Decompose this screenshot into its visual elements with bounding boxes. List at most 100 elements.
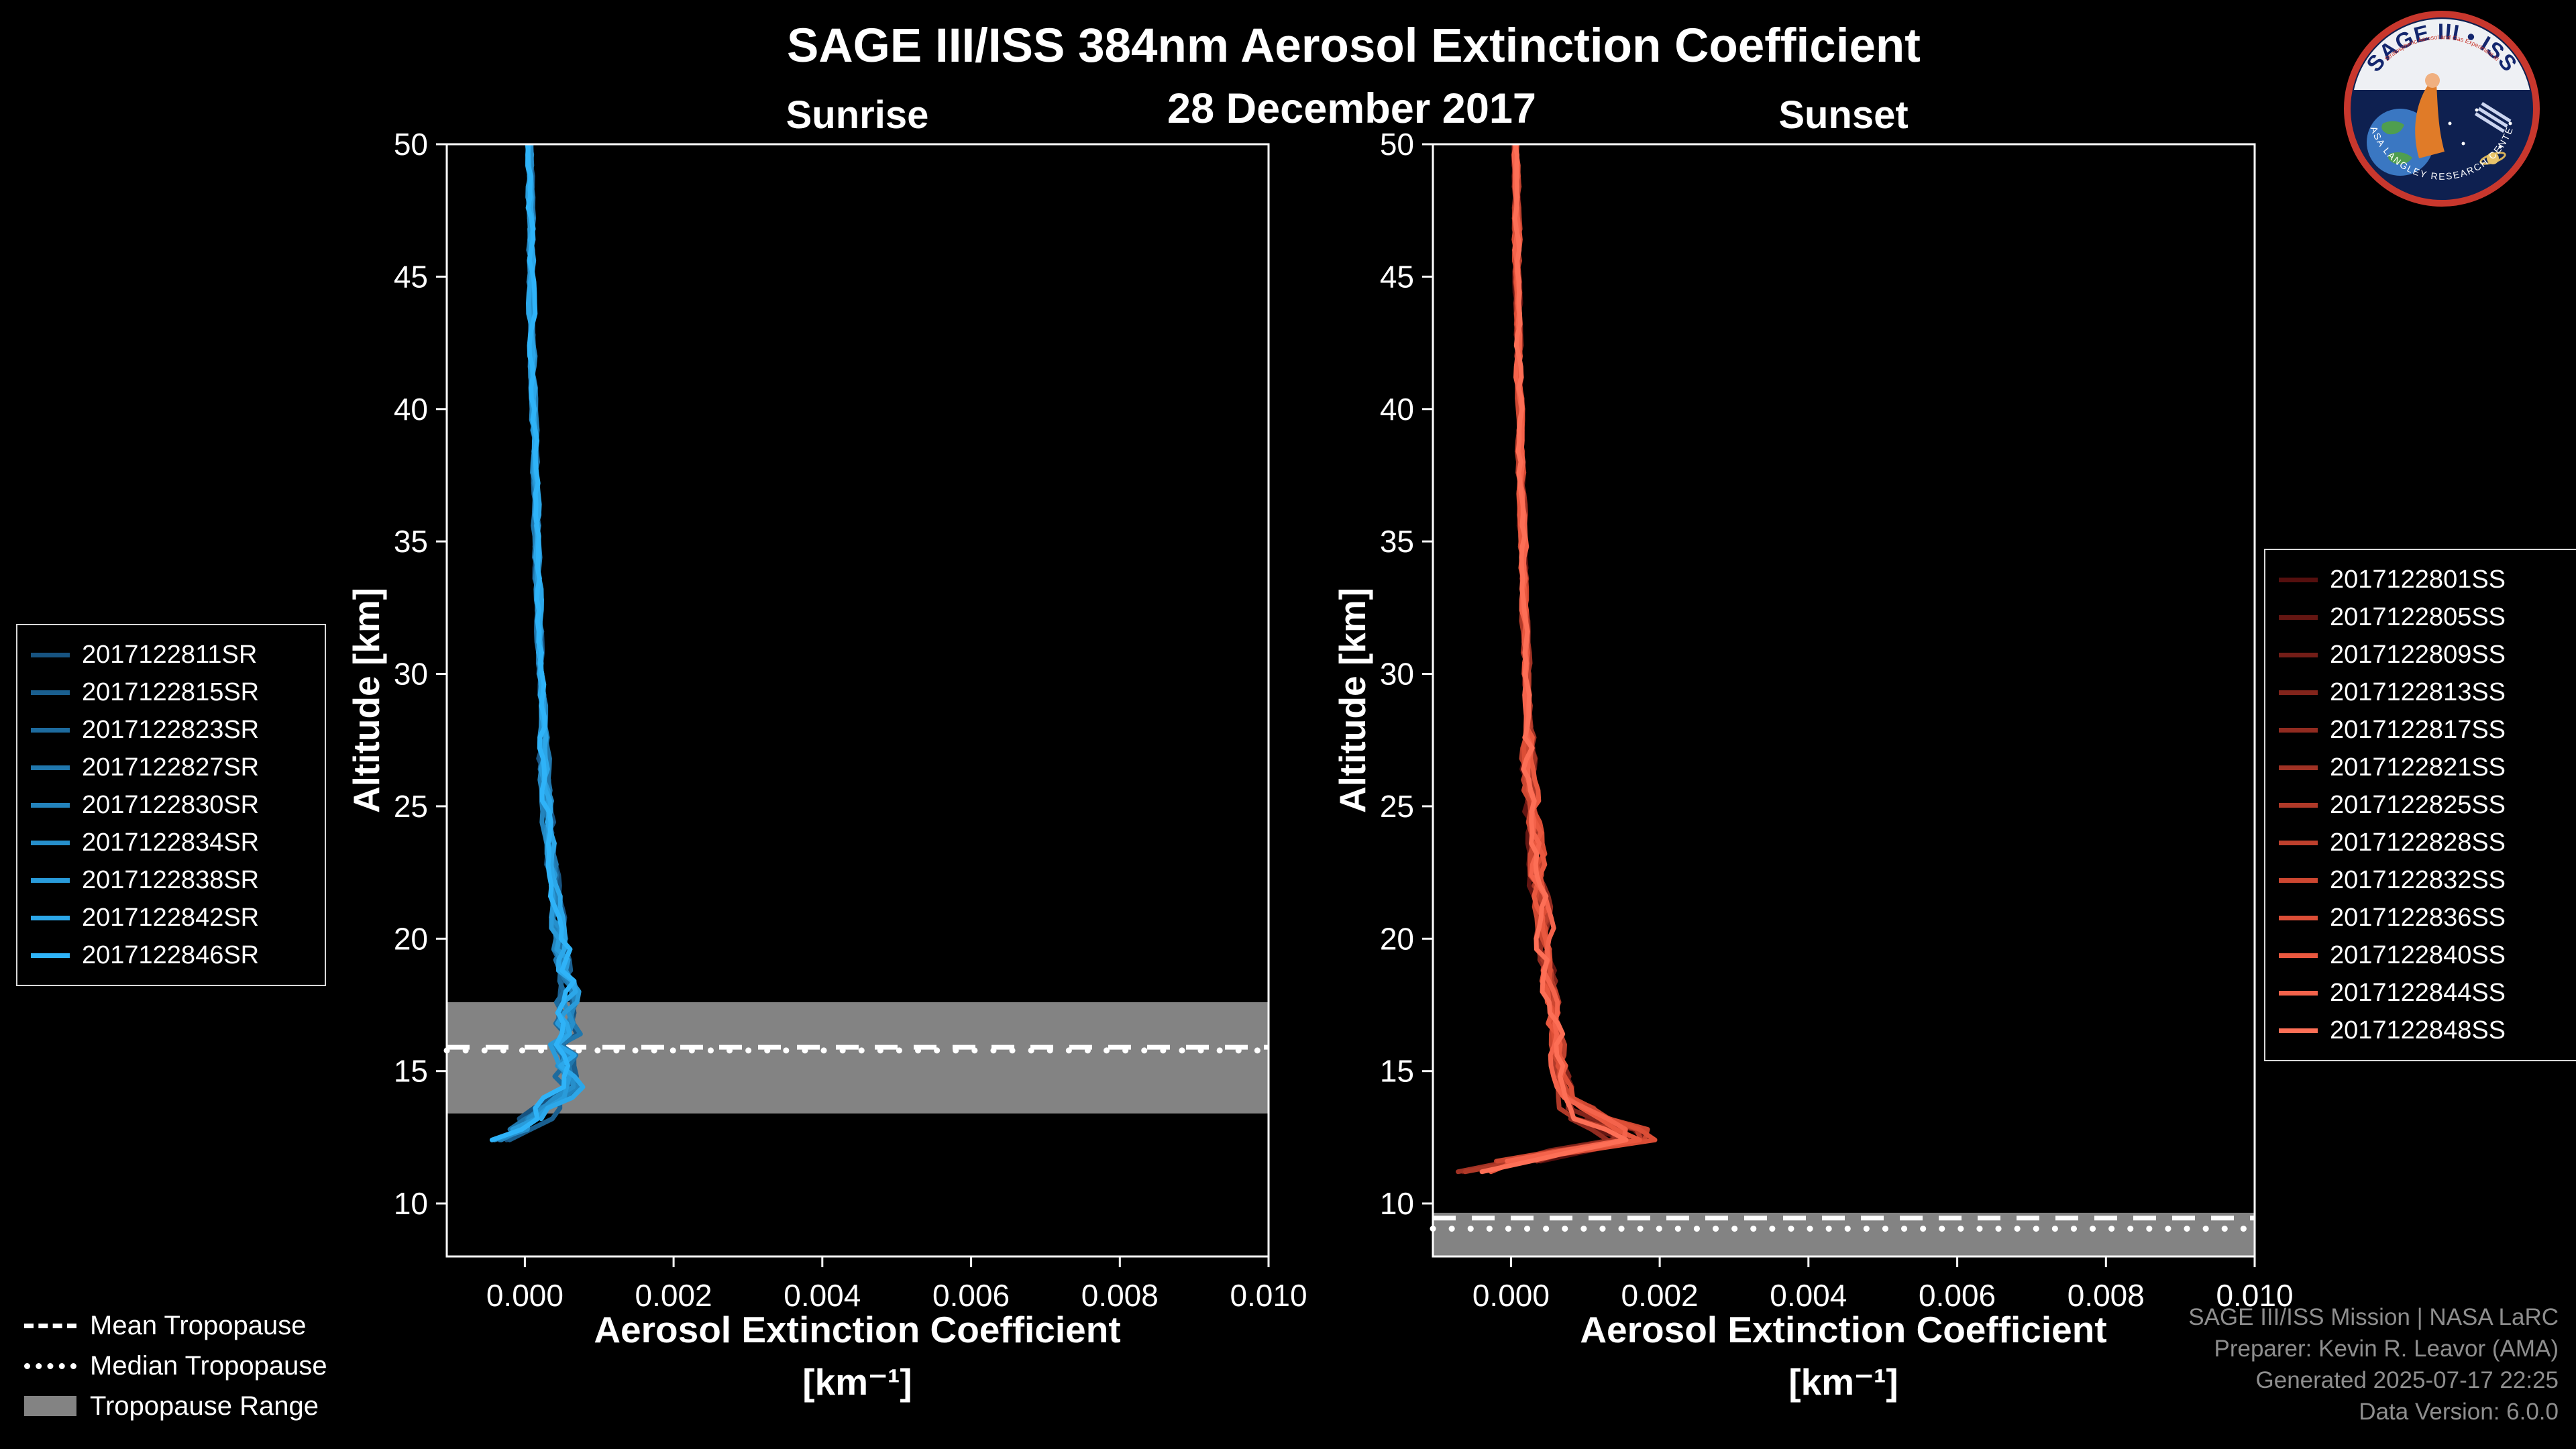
sunrise-x-axis-units: [km⁻¹] bbox=[802, 1361, 912, 1403]
legend-item: 2017122838SR bbox=[31, 861, 311, 899]
sunrise-plot: 10 15 20 25 30 35 40 45 50 0.000 0.002 0.004 0.006 0.… bbox=[394, 127, 1307, 1313]
iss-icon bbox=[2474, 101, 2512, 133]
legend-item: 2017122828SS bbox=[2279, 824, 2571, 861]
profile-line-2017122801SS bbox=[1511, 144, 1640, 1164]
series-color-swatch bbox=[2279, 577, 2318, 582]
x-tick-label: 0.006 bbox=[1919, 1278, 1996, 1313]
legend-item: 2017122830SR bbox=[31, 786, 311, 824]
y-tick-label: 15 bbox=[394, 1054, 428, 1089]
series-label: 2017122825SS bbox=[2330, 790, 2506, 819]
series-color-swatch bbox=[31, 802, 70, 808]
series-label: 2017122823SR bbox=[82, 715, 260, 744]
dotted-line-icon bbox=[24, 1362, 76, 1369]
series-color-swatch bbox=[2279, 877, 2318, 883]
series-color-swatch bbox=[2279, 727, 2318, 733]
series-color-swatch bbox=[31, 652, 70, 657]
legend-item: 2017122825SS bbox=[2279, 786, 2571, 824]
profile-line-2017122848SS bbox=[1479, 144, 1629, 1175]
series-label: 2017122840SS bbox=[2330, 941, 2506, 969]
series-color-swatch bbox=[2279, 915, 2318, 920]
median-tropopause-legend-item: Median Tropopause bbox=[24, 1346, 327, 1386]
x-tick-label: 0.008 bbox=[2068, 1278, 2145, 1313]
sunset-plot: 10 15 20 25 30 35 40 45 50 0.000 0.002 0.004 0.006 0.… bbox=[1380, 127, 2294, 1313]
sunset-x-axis-label: Aerosol Extinction Coefficient bbox=[1580, 1309, 2107, 1350]
series-color-swatch bbox=[31, 915, 70, 920]
profile-line-2017122825SS bbox=[1462, 144, 1631, 1175]
x-tick-label: 0.006 bbox=[932, 1278, 1010, 1313]
figure-icon bbox=[2415, 85, 2445, 158]
profile-line-2017122821SS bbox=[1456, 144, 1619, 1175]
legend-item: 2017122844SS bbox=[2279, 974, 2571, 1012]
sage-iss-mission-logo: SAGE III • ISS Stratospheric Aerosol and… bbox=[2343, 9, 2540, 207]
series-color-swatch bbox=[2279, 652, 2318, 657]
gray-band-icon bbox=[24, 1396, 76, 1416]
earth-land bbox=[2381, 121, 2404, 135]
plot-frame bbox=[445, 143, 1270, 1258]
logo-top-cap bbox=[2354, 19, 2530, 90]
series-label: 2017122846SR bbox=[82, 941, 260, 969]
legend-item: 2017122834SR bbox=[31, 824, 311, 861]
sunrise-y-axis-label: Altitude [km] bbox=[345, 587, 387, 814]
dashed-line-icon bbox=[24, 1323, 76, 1328]
median-tropopause-label: Median Tropopause bbox=[90, 1350, 327, 1381]
series-color-swatch bbox=[31, 953, 70, 958]
footer-line-preparer: Preparer: Kevin R. Leavor (AMA) bbox=[2214, 1336, 2559, 1362]
y-tick-label: 15 bbox=[1380, 1054, 1414, 1089]
x-tick-label: 0.000 bbox=[486, 1278, 564, 1313]
sunrise-panel-title: Sunrise bbox=[786, 93, 929, 137]
x-tick-label: 0.002 bbox=[635, 1278, 712, 1313]
y-tick-label: 35 bbox=[394, 524, 428, 559]
y-tick-label: 35 bbox=[1380, 524, 1414, 559]
tropopause-range-legend-item: Tropopause Range bbox=[24, 1386, 327, 1426]
series-color-swatch bbox=[31, 690, 70, 695]
series-color-swatch bbox=[2279, 990, 2318, 996]
legend-item: 2017122811SR bbox=[31, 636, 311, 674]
y-tick-label: 20 bbox=[394, 921, 428, 956]
legend-item: 2017122805SS bbox=[2279, 598, 2571, 636]
legend-item: 2017122836SS bbox=[2279, 899, 2571, 936]
series-color-swatch bbox=[31, 765, 70, 770]
series-label: 2017122801SS bbox=[2330, 565, 2506, 594]
saturn-icon bbox=[2487, 152, 2499, 164]
sunset-legend: 2017122801SS 2017122805SS 2017122809SS 2017… bbox=[2264, 549, 2576, 1061]
x-tick-label: 0.010 bbox=[1230, 1278, 1307, 1313]
series-label: 2017122832SS bbox=[2330, 865, 2506, 894]
series-label: 2017122815SR bbox=[82, 678, 260, 706]
earth-land-2 bbox=[2388, 152, 2412, 164]
sunset-y-axis-label: Altitude [km] bbox=[1332, 587, 1373, 814]
series-color-swatch bbox=[2279, 614, 2318, 620]
legend-item: 2017122815SR bbox=[31, 674, 311, 711]
series-label: 2017122817SS bbox=[2330, 715, 2506, 744]
y-tick-label: 10 bbox=[394, 1186, 428, 1221]
series-color-swatch bbox=[2279, 840, 2318, 845]
series-color-swatch bbox=[31, 727, 70, 733]
sunrise-x-axis-label: Aerosol Extinction Coefficient bbox=[594, 1309, 1121, 1350]
profile-line-2017122809SS bbox=[1511, 144, 1647, 1164]
y-tick-label: 45 bbox=[394, 259, 428, 294]
x-tick-label: 0.008 bbox=[1081, 1278, 1159, 1313]
tropopause-range-label: Tropopause Range bbox=[90, 1391, 319, 1421]
y-tick-label: 30 bbox=[394, 657, 428, 692]
series-label: 2017122828SS bbox=[2330, 828, 2506, 857]
series-label: 2017122809SS bbox=[2330, 640, 2506, 669]
y-tick-label: 50 bbox=[394, 127, 428, 162]
sunset-x-axis-units: [km⁻¹] bbox=[1788, 1361, 1898, 1403]
series-color-swatch bbox=[31, 877, 70, 883]
y-tick-label: 30 bbox=[1380, 657, 1414, 692]
legend-item: 2017122846SR bbox=[31, 936, 311, 974]
series-color-swatch bbox=[2279, 690, 2318, 695]
sunrise-legend: 2017122811SR 2017122815SR 2017122823SR 2017… bbox=[16, 624, 326, 986]
y-tick-label: 25 bbox=[1380, 789, 1414, 824]
y-tick-label: 20 bbox=[1380, 921, 1414, 956]
x-tick-label: 0.004 bbox=[1770, 1278, 1847, 1313]
profile-line-2017122846SR bbox=[489, 144, 577, 1142]
series-label: 2017122805SS bbox=[2330, 602, 2506, 631]
legend-item: 2017122821SS bbox=[2279, 749, 2571, 786]
legend-item: 2017122832SS bbox=[2279, 861, 2571, 899]
legend-item: 2017122823SR bbox=[31, 711, 311, 749]
figure-title: SAGE III/ISS 384nm Aerosol Extinction Co… bbox=[787, 19, 1921, 72]
series-label: 2017122838SR bbox=[82, 865, 260, 894]
mean-tropopause-label: Mean Tropopause bbox=[90, 1310, 307, 1340]
series-color-swatch bbox=[2279, 765, 2318, 770]
sunset-panel-title: Sunset bbox=[1778, 93, 1909, 137]
